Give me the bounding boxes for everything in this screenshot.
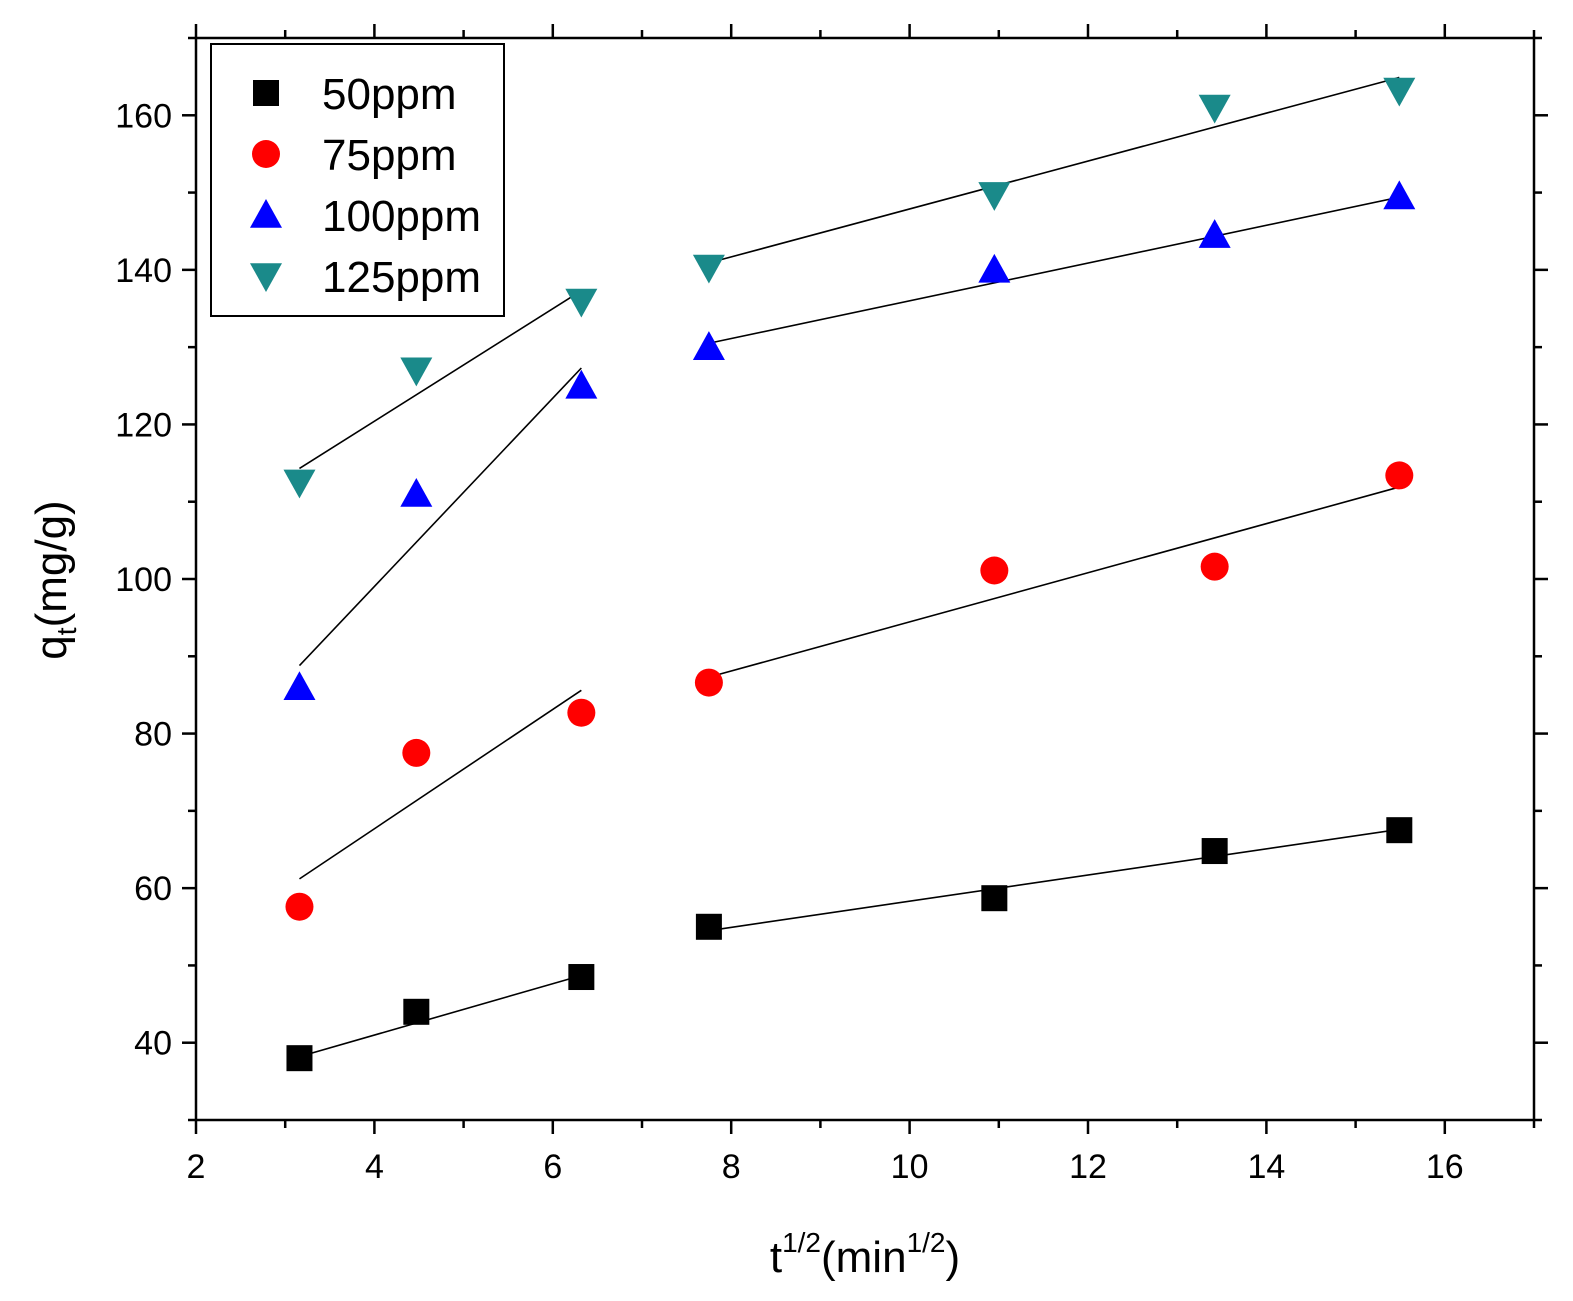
y-axis: 40 60 80 100 120 140 160 (115, 36, 1548, 1122)
fit-line-125ppm (708, 76, 1400, 264)
x-axis-title-sup: 1/2 (782, 1227, 821, 1258)
data-point-125ppm (565, 288, 598, 318)
data-point-50ppm (1386, 817, 1413, 844)
fit-line-75ppm (299, 689, 582, 880)
y-axis-title-unit: (mg/g) (27, 500, 76, 627)
y-tick-label: 100 (115, 561, 172, 599)
x-tick-label: 6 (543, 1148, 562, 1186)
fit-line-50ppm (708, 828, 1400, 932)
data-point-75ppm (567, 698, 596, 727)
legend-marker-75ppm (252, 140, 280, 168)
data-point-50ppm (1201, 838, 1228, 865)
data-point-75ppm (980, 556, 1009, 585)
x-tick-label: 16 (1426, 1148, 1464, 1186)
fit-line-100ppm (298, 367, 582, 667)
y-tick-label: 60 (134, 870, 172, 908)
data-point-125ppm (692, 254, 725, 284)
data-point-50ppm (695, 913, 722, 940)
data-point-125ppm (283, 469, 316, 499)
y-tick-label: 120 (115, 406, 172, 444)
data-point-50ppm (286, 1045, 313, 1072)
data-point-100ppm (565, 369, 598, 399)
data-point-75ppm (402, 738, 431, 767)
data-point-75ppm (1200, 552, 1229, 581)
legend-label-75ppm: 75ppm (322, 131, 457, 180)
x-axis-title-unit-sup: 1/2 (907, 1227, 946, 1258)
y-tick-label: 140 (115, 252, 172, 290)
fit-line-100ppm (708, 196, 1400, 345)
data-point-100ppm (978, 253, 1011, 283)
data-point-75ppm (285, 892, 314, 921)
legend: 50ppm 75ppm 100ppm 125ppm (210, 43, 505, 317)
data-point-75ppm (694, 668, 723, 697)
data-point-125ppm (400, 357, 433, 387)
x-axis-title-unit-close: ) (946, 1233, 961, 1282)
legend-marker-125ppm (250, 263, 282, 292)
data-point-100ppm (283, 671, 316, 700)
y-tick-label: 160 (115, 97, 172, 135)
x-tick-label: 2 (187, 1148, 206, 1186)
data-point-125ppm (1198, 94, 1231, 124)
legend-marker-50ppm (253, 80, 279, 106)
data-point-125ppm (978, 182, 1011, 211)
data-point-100ppm (1198, 219, 1231, 248)
x-axis: 2 4 6 8 10 12 14 16 (187, 24, 1536, 1186)
x-tick-label: 4 (365, 1148, 384, 1186)
fit-line-75ppm (708, 486, 1400, 678)
x-tick-label: 10 (891, 1148, 929, 1186)
x-axis-title-unit-open: (min (821, 1233, 907, 1282)
data-point-50ppm (981, 885, 1008, 912)
y-tick-label: 40 (134, 1025, 172, 1063)
x-axis-title-base: t (770, 1233, 782, 1282)
data-point-100ppm (692, 331, 725, 360)
y-axis-title-sub: t (51, 627, 82, 635)
y-axis-title: qt(mg/g) (27, 500, 82, 659)
fit-line-125ppm (299, 290, 582, 470)
data-point-50ppm (568, 964, 595, 991)
y-axis-title-base: q (27, 635, 76, 659)
data-point-100ppm (1383, 180, 1416, 210)
fit-lines (298, 76, 1400, 1058)
fit-line-50ppm (299, 974, 582, 1058)
data-points (283, 77, 1416, 1072)
x-tick-label: 14 (1247, 1148, 1285, 1186)
data-point-50ppm (403, 998, 430, 1025)
legend-marker-100ppm (250, 199, 282, 228)
x-axis-title: t1/2(min1/2) (770, 1227, 960, 1282)
data-point-125ppm (1383, 77, 1416, 107)
y-tick-label: 80 (134, 716, 172, 754)
x-tick-label: 8 (722, 1148, 741, 1186)
legend-label-50ppm: 50ppm (322, 70, 457, 119)
data-point-100ppm (400, 477, 433, 507)
x-tick-label: 12 (1069, 1148, 1107, 1186)
legend-label-100ppm: 100ppm (322, 192, 481, 241)
data-point-75ppm (1385, 461, 1414, 490)
legend-label-125ppm: 125ppm (322, 253, 481, 302)
